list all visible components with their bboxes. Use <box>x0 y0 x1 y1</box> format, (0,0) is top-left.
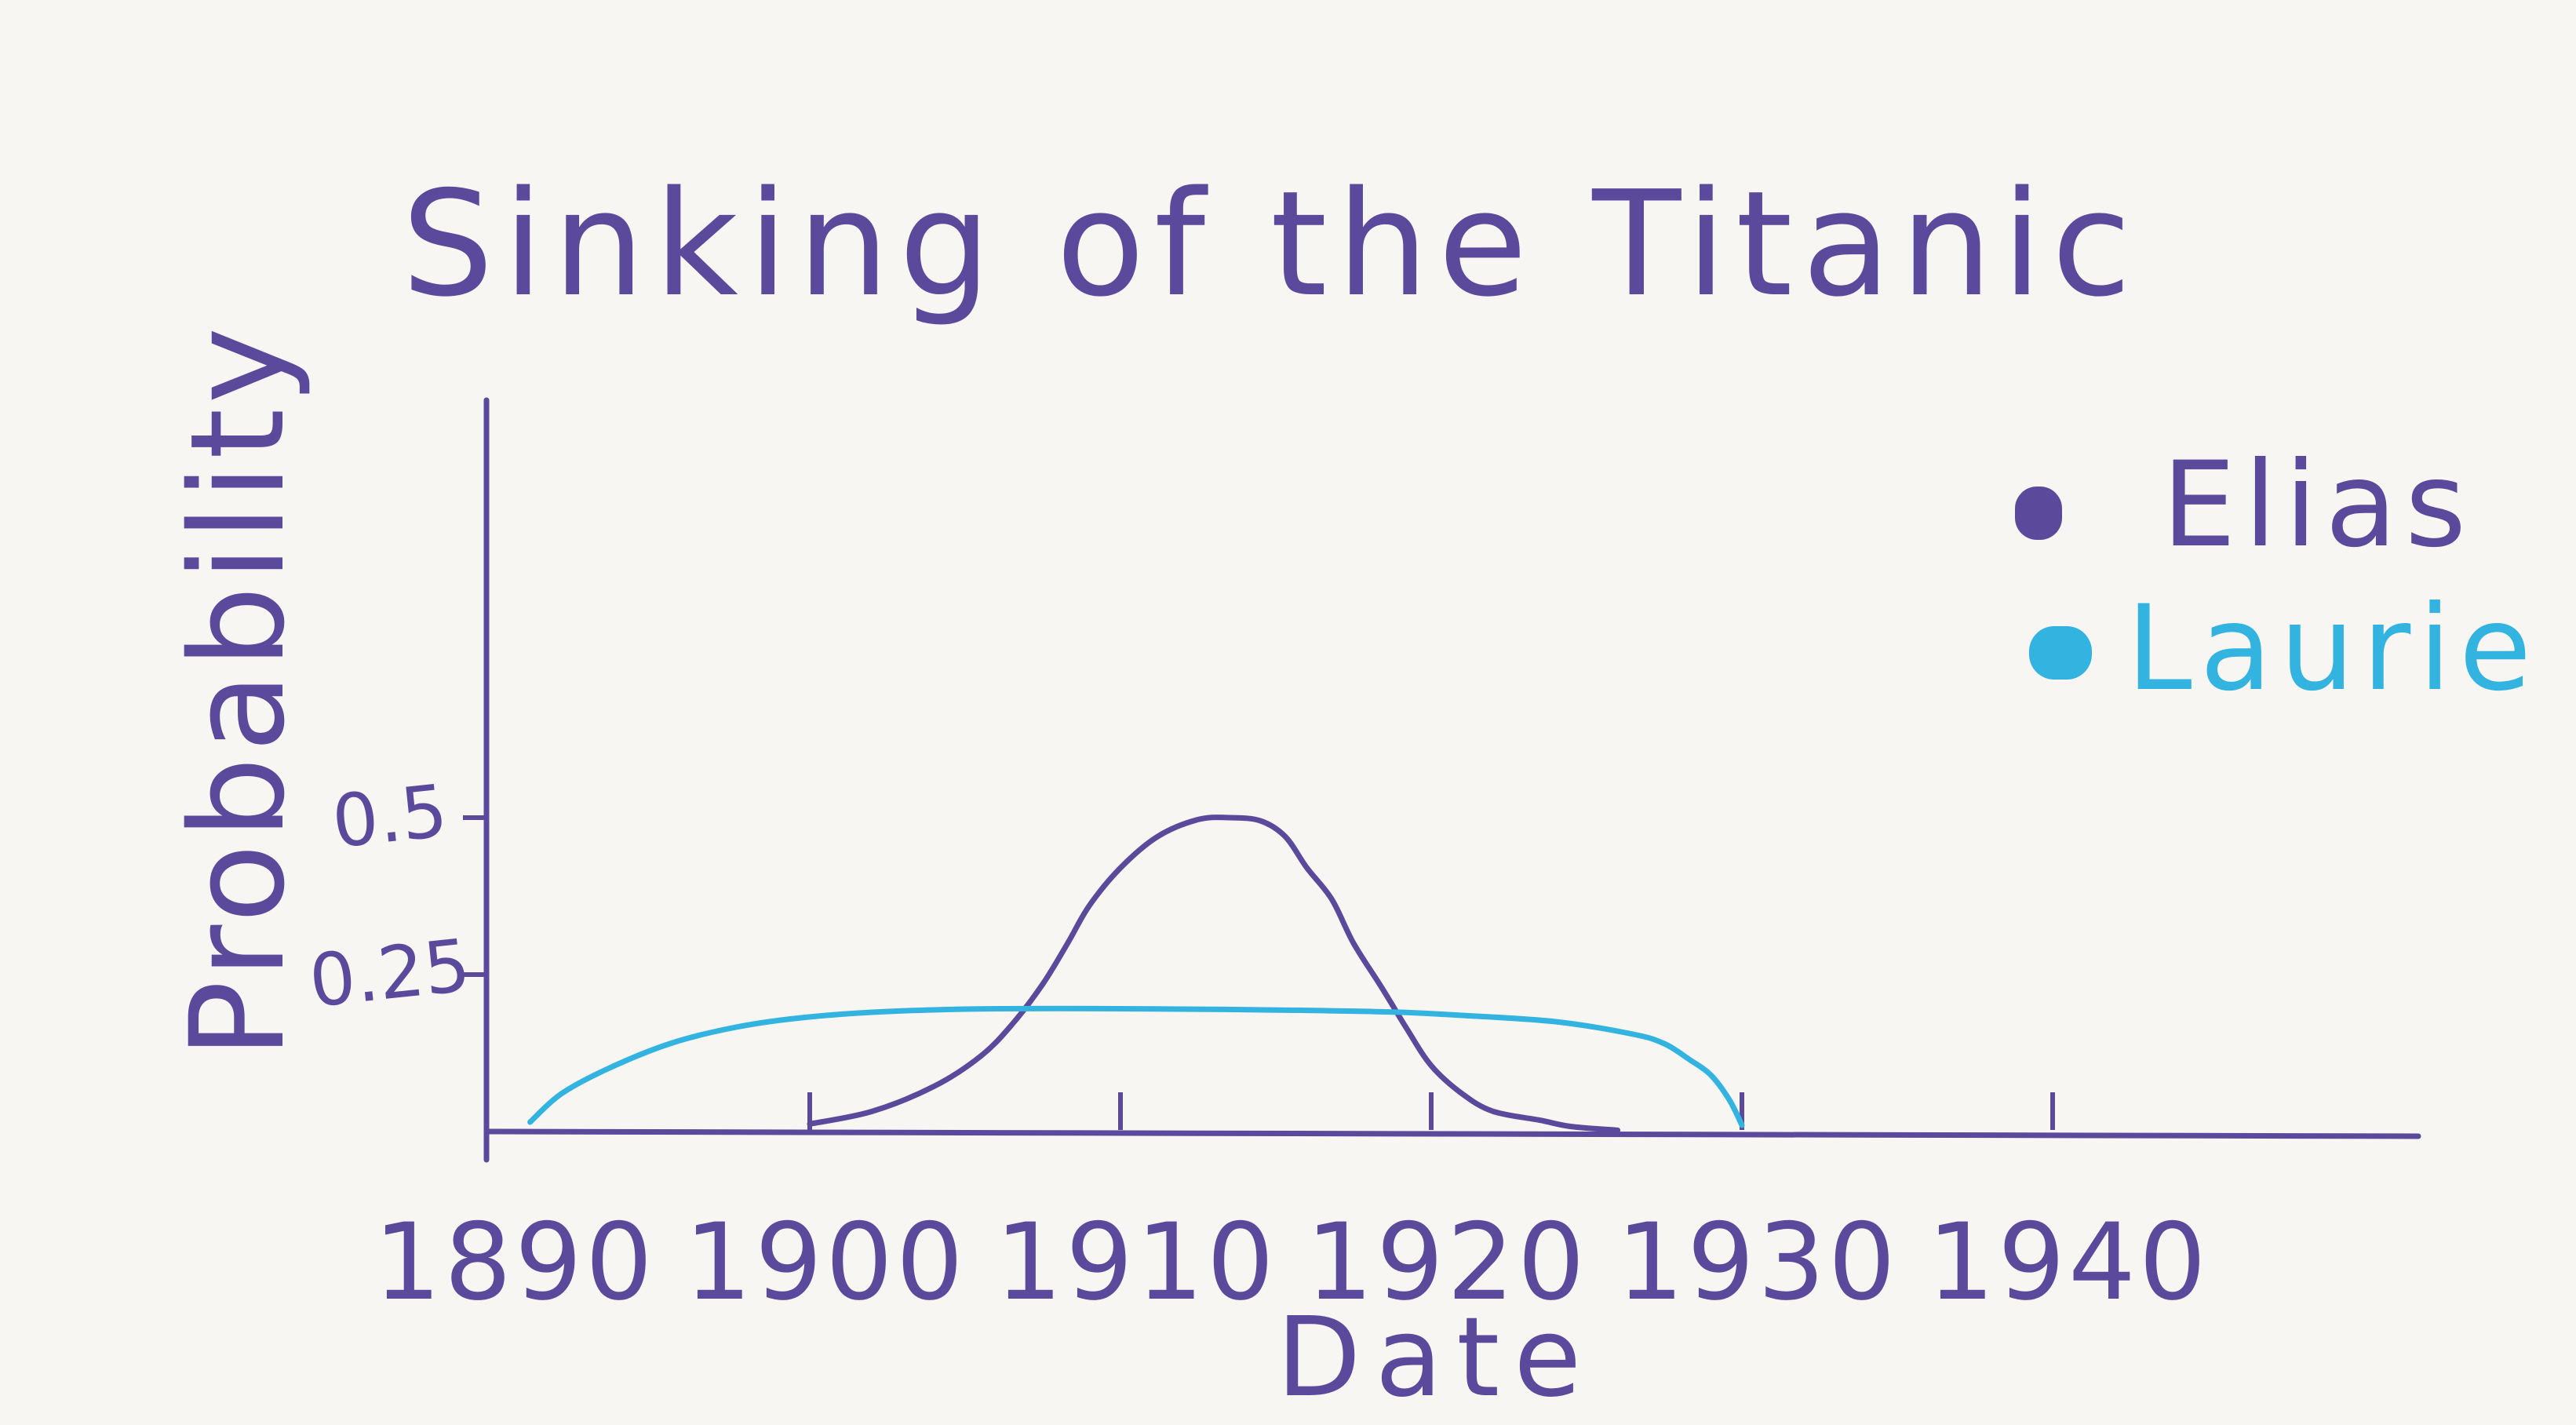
x-tick-label: 1910 <box>995 1201 1277 1324</box>
series-line-elias <box>807 815 1621 1133</box>
y-axis-label: Probability <box>162 323 313 1059</box>
x-tick-label: 1930 <box>1616 1201 1899 1324</box>
chart-title: Sinking of the Titanic <box>402 159 2141 329</box>
legend-item-laurie: Laurie <box>2029 581 2539 717</box>
x-tick-label: 1900 <box>684 1201 967 1324</box>
x-tick-label: 1940 <box>1927 1201 2210 1324</box>
y-tick-label: 0.5 <box>328 769 451 865</box>
legend-swatch-laurie <box>2029 626 2092 680</box>
x-axis-ticks: 1890 1900 1910 1920 1930 1940 <box>373 1092 2210 1324</box>
y-axis-ticks: 0.25 0.5 <box>305 769 486 1024</box>
legend-item-elias: Elias <box>2015 437 2474 574</box>
legend-label-laurie: Laurie <box>2126 581 2539 717</box>
series-lines <box>527 815 1745 1133</box>
y-tick-label: 0.25 <box>305 924 474 1024</box>
x-axis-label: Date <box>1277 1294 1596 1422</box>
legend-label-elias: Elias <box>2162 437 2474 574</box>
legend-swatch-elias <box>2015 487 2062 540</box>
series-line-laurie <box>527 1005 1745 1128</box>
legend: Elias Laurie <box>2015 437 2539 717</box>
x-tick-label: 1920 <box>1306 1201 1588 1324</box>
x-axis-line <box>483 1128 2421 1139</box>
x-tick-label: 1890 <box>373 1201 656 1324</box>
